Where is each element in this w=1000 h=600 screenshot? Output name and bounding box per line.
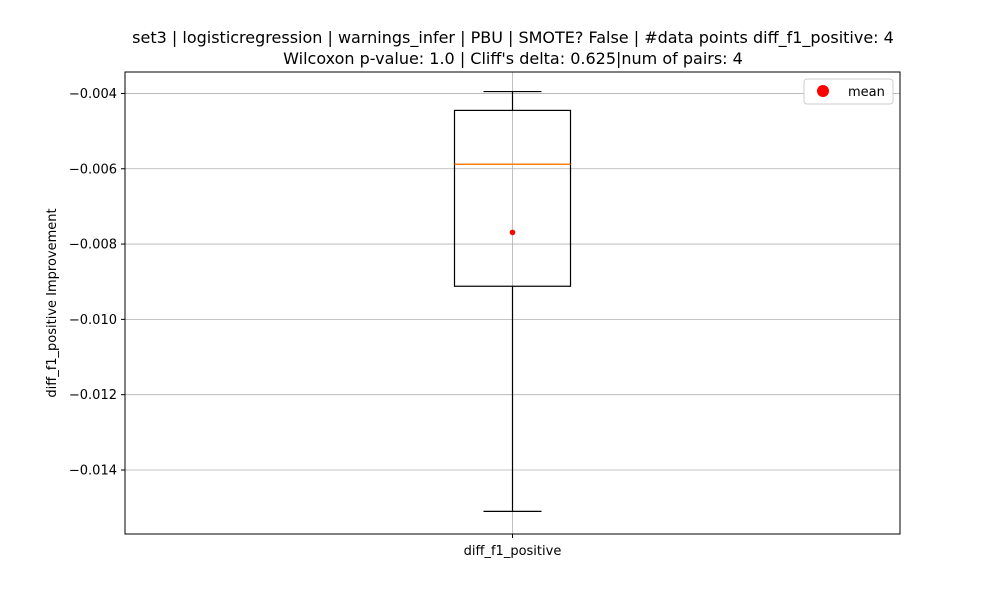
x-tick-label: diff_f1_positive — [464, 544, 562, 559]
mean-marker — [509, 229, 516, 236]
plot-frame — [124, 71, 901, 535]
chart-subtitle: Wilcoxon p-value: 1.0 | Cliff's delta: 0… — [283, 49, 743, 68]
iqr-box — [453, 109, 572, 287]
chart-title: set3 | logisticregression | warnings_inf… — [132, 28, 894, 48]
legend-box — [803, 78, 894, 105]
y-tick-label: −0.012 — [69, 388, 117, 403]
y-tick-label: −0.014 — [69, 463, 117, 478]
y-tick-label: −0.008 — [69, 238, 117, 253]
axes-ticks: −0.004 −0.006 −0.008 −0.010 −0.012 −0.014 diff… — [69, 87, 561, 559]
y-tick-label: −0.006 — [69, 162, 117, 177]
box-diff_f1_positive — [453, 90, 572, 513]
legend-mean-marker — [817, 85, 829, 97]
legend-mean-label: mean — [848, 85, 885, 100]
y-tick-label: −0.004 — [69, 87, 117, 102]
legend: mean — [803, 78, 894, 105]
y-tick-label: −0.010 — [69, 313, 117, 328]
box-plot — [453, 90, 572, 513]
y-axis-label: diff_f1_positive Improvement — [45, 208, 60, 397]
